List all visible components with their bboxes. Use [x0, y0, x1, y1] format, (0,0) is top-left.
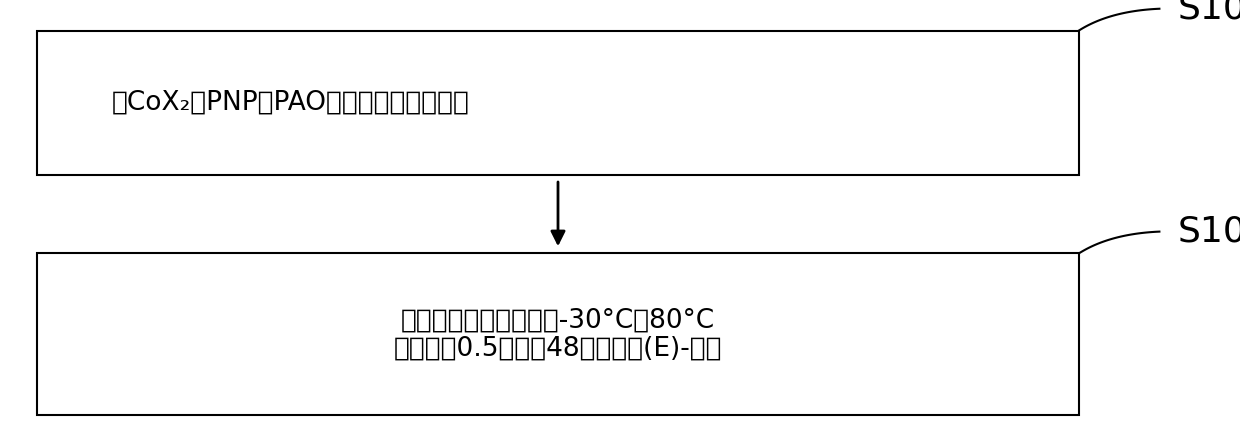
- Text: 在活化试剂的存在下，-30°C～80°C: 在活化试剂的存在下，-30°C～80°C: [401, 307, 715, 333]
- Text: S101: S101: [1178, 0, 1240, 26]
- Bar: [37, 253, 1079, 415]
- Text: 温度反应0.5分钟～48小时制得(E)-烯烃: 温度反应0.5分钟～48小时制得(E)-烯烃: [394, 336, 722, 361]
- Text: 以CoX₂和PNP或PAO配体的组合为催化剂: 以CoX₂和PNP或PAO配体的组合为催化剂: [112, 90, 470, 116]
- Bar: [37, 31, 1079, 175]
- Text: S102: S102: [1178, 215, 1240, 249]
